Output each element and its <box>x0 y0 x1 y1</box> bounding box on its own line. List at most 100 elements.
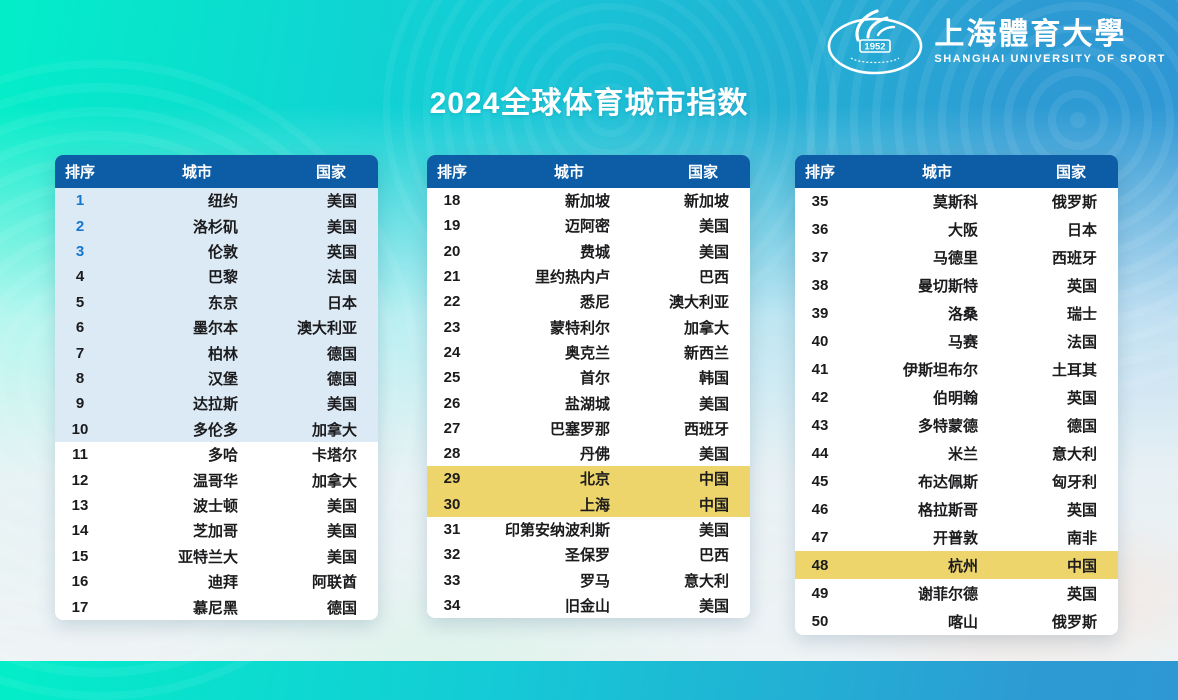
table-row: 20 费城 美国 <box>427 239 750 264</box>
rank-cell: 15 <box>71 547 89 565</box>
city-cell: 首尔 <box>579 370 610 388</box>
table-row: 10 多伦多 加拿大 <box>55 416 378 443</box>
country-cell: 加拿大 <box>311 421 357 439</box>
rank-cell: 1 <box>75 192 85 210</box>
table-row: 23 蒙特利尔 加拿大 <box>427 314 750 339</box>
rank-cell: 36 <box>811 221 829 239</box>
city-cell: 杭州 <box>947 557 978 575</box>
city-cell: 曼切斯特 <box>917 278 978 296</box>
country-cell: 美国 <box>326 218 357 236</box>
rank-cell: 28 <box>443 445 461 463</box>
table-header: 排序 城市 国家 <box>427 155 750 188</box>
city-cell: 洛桑 <box>947 306 978 324</box>
city-cell: 波士顿 <box>192 498 238 516</box>
table-row: 22 悉尼 澳大利亚 <box>427 289 750 314</box>
city-cell: 汉堡 <box>207 371 238 389</box>
country-cell: 意大利 <box>683 572 729 590</box>
country-cell: 俄罗斯 <box>1051 613 1097 631</box>
table-body: 18 新加坡 新加坡 19 迈阿密 美国 20 费城 美国 21 里约热内卢 巴西 22 悉尼 澳大利亚 23… <box>427 188 750 618</box>
table-row: 42 伯明翰 英国 <box>795 384 1118 412</box>
table-row: 44 米兰 意大利 <box>795 439 1118 467</box>
university-logo: 1952 上海體育大學 SHANGHAI UNIVERSITY OF SPORT <box>825 6 1166 76</box>
rank-cell: 30 <box>443 495 461 513</box>
country-cell: 中国 <box>698 496 729 514</box>
city-cell: 新加坡 <box>564 193 610 211</box>
country-cell: 英国 <box>326 244 357 262</box>
rank-header: 排序 <box>64 164 95 181</box>
rank-cell: 12 <box>71 471 89 489</box>
city-cell: 谢菲尔德 <box>917 585 978 603</box>
city-cell: 多伦多 <box>192 421 238 439</box>
rank-header: 排序 <box>436 164 467 181</box>
city-cell: 洛杉矶 <box>192 218 238 236</box>
rank-cell: 48 <box>811 556 829 574</box>
city-cell: 多哈 <box>207 447 238 465</box>
country-cell: 巴西 <box>698 269 729 287</box>
country-cell: 美国 <box>698 395 729 413</box>
table-row: 12 温哥华 加拿大 <box>55 467 378 492</box>
rank-cell: 5 <box>75 293 85 311</box>
rank-cell: 34 <box>443 596 461 614</box>
country-cell: 日本 <box>1066 222 1097 240</box>
country-cell: 英国 <box>1066 390 1097 408</box>
rank-cell: 6 <box>75 319 85 337</box>
logo-name-en: SHANGHAI UNIVERSITY OF SPORT <box>934 52 1166 65</box>
rank-cell: 18 <box>443 192 461 210</box>
rank-cell: 7 <box>75 344 85 362</box>
rank-cell: 23 <box>443 318 461 336</box>
table-row: 47 开普敦 南非 <box>795 523 1118 551</box>
city-cell: 墨尔本 <box>192 320 238 338</box>
city-cell: 布达佩斯 <box>917 473 978 491</box>
city-cell: 纽约 <box>207 193 238 211</box>
city-cell: 丹佛 <box>579 446 610 464</box>
country-cell: 澳大利亚 <box>296 320 357 338</box>
table-row: 26 盐湖城 美国 <box>427 390 750 415</box>
city-header: 城市 <box>553 164 584 181</box>
table-row: 43 多特蒙德 德国 <box>795 412 1118 440</box>
city-cell: 格拉斯哥 <box>917 501 978 519</box>
table-row: 18 新加坡 新加坡 <box>427 188 750 213</box>
rank-cell: 37 <box>811 249 829 267</box>
rank-cell: 24 <box>443 343 461 361</box>
country-cell: 美国 <box>698 522 729 539</box>
city-cell: 大阪 <box>947 222 978 240</box>
emblem-year: 1952 <box>865 42 886 53</box>
rank-cell: 9 <box>75 395 85 413</box>
country-cell: 美国 <box>698 218 729 236</box>
country-header: 国家 <box>315 164 346 181</box>
country-cell: 美国 <box>326 498 357 516</box>
city-cell: 莫斯科 <box>932 194 978 212</box>
country-cell: 德国 <box>326 371 357 389</box>
country-cell: 瑞士 <box>1066 306 1097 324</box>
country-cell: 加拿大 <box>311 472 357 490</box>
rank-cell: 21 <box>443 268 461 286</box>
table-body: 35 莫斯科 俄罗斯 36 大阪 日本 37 马德里 西班牙 38 曼切斯特 英国 39 洛桑 瑞士 40 马赛… <box>795 188 1118 635</box>
rank-cell: 46 <box>811 500 829 518</box>
table-row: 15 亚特兰大 美国 <box>55 544 378 569</box>
rank-cell: 17 <box>71 598 89 616</box>
city-cell: 迪拜 <box>207 574 238 592</box>
country-cell: 意大利 <box>1051 445 1097 463</box>
rank-cell: 26 <box>443 394 461 412</box>
country-cell: 中国 <box>1066 557 1097 575</box>
city-cell: 伯明翰 <box>932 390 978 408</box>
rank-cell: 4 <box>75 268 85 286</box>
rank-cell: 33 <box>443 571 461 589</box>
city-cell: 北京 <box>579 471 610 489</box>
city-cell: 印第安纳波利斯 <box>504 522 610 539</box>
rank-cell: 29 <box>443 470 461 488</box>
ranking-card-2: 排序 城市 国家 18 新加坡 新加坡 19 迈阿密 美国 20 费城 美国 21 里约热内卢 巴西 2… <box>427 155 750 618</box>
city-cell: 罗马 <box>579 572 610 590</box>
country-cell: 法国 <box>1066 334 1097 352</box>
table-row: 6 墨尔本 澳大利亚 <box>55 315 378 341</box>
table-row: 24 奥克兰 新西兰 <box>427 340 750 365</box>
table-row: 45 布达佩斯 匈牙利 <box>795 467 1118 495</box>
country-cell: 美国 <box>326 548 357 566</box>
city-cell: 温哥华 <box>192 472 238 490</box>
rank-cell: 16 <box>71 573 89 591</box>
table-row: 30 上海 中国 <box>427 491 750 517</box>
country-cell: 俄罗斯 <box>1051 194 1097 212</box>
country-cell: 新加坡 <box>683 193 729 211</box>
country-cell: 英国 <box>1066 278 1097 296</box>
table-row: 11 多哈 卡塔尔 <box>55 442 378 467</box>
